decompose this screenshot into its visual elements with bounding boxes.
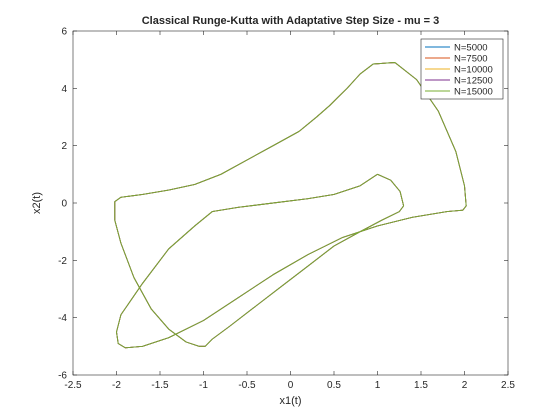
x-tick-label: 0	[288, 380, 294, 391]
x-tick-label: 1.5	[414, 380, 428, 391]
x-tick-label: -1	[199, 380, 208, 391]
x-tick-label: -2.5	[64, 380, 82, 391]
legend-entry: N=7500	[454, 54, 488, 65]
legend-entry: N=5000	[454, 43, 488, 54]
y-tick-label: 2	[61, 141, 67, 152]
legend-entry: N=10000	[454, 65, 493, 76]
x-tick-label: 1	[375, 380, 381, 391]
chart-title: Classical Runge-Kutta with Adaptative St…	[142, 15, 440, 27]
legend-entry: N=15000	[454, 87, 493, 98]
y-axis-ticks: -6 -4 -2 0 2 4 6	[58, 27, 508, 382]
x-axis-ticks: -2.5 -2 -1.5 -1 -0.5 0 0.5 1 1.5 2 2.5	[64, 31, 515, 391]
x-tick-label: -2	[112, 380, 121, 391]
y-tick-label: 0	[61, 199, 67, 210]
y-tick-label: -6	[58, 371, 67, 382]
x-tick-label: 0.5	[327, 380, 341, 391]
x-tick-label: 2.5	[501, 380, 515, 391]
legend-entry: N=12500	[454, 76, 493, 87]
x-tick-label: 2	[462, 380, 468, 391]
y-tick-label: -2	[58, 256, 67, 267]
y-axis-label: x2(t)	[31, 192, 43, 214]
x-tick-label: -1.5	[151, 380, 169, 391]
series-lines	[114, 62, 467, 349]
x-tick-label: -0.5	[238, 380, 256, 391]
series-line-n-15000	[114, 62, 467, 349]
x-axis-label: x1(t)	[280, 395, 302, 407]
y-tick-label: 6	[61, 27, 67, 38]
y-tick-label: 4	[61, 84, 67, 95]
y-tick-label: -4	[58, 313, 67, 324]
